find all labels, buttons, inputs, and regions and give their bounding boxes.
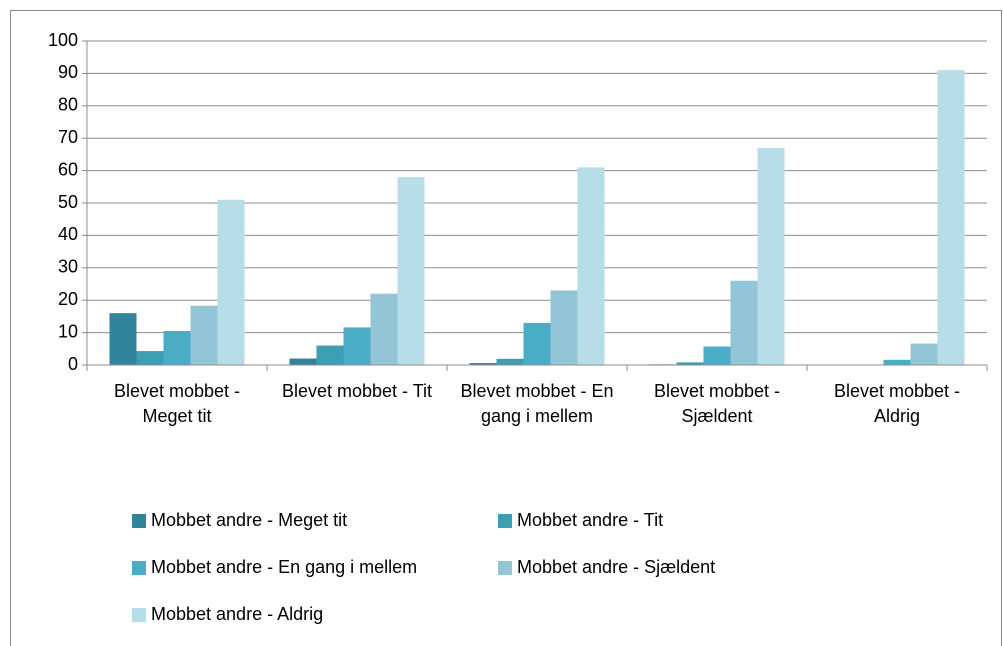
- bar: [730, 280, 758, 365]
- y-tick-label: 60: [58, 159, 78, 179]
- x-tick-label: Blevet mobbet - Tit: [282, 381, 432, 401]
- y-tick-label: 100: [48, 30, 78, 50]
- bar: [136, 351, 164, 365]
- legend-label: Mobbet andre - Aldrig: [151, 604, 323, 624]
- y-tick-label: 80: [58, 95, 78, 115]
- bar: [937, 70, 965, 365]
- bar: [703, 346, 731, 365]
- y-tick-label: 0: [68, 354, 78, 374]
- bar: [316, 345, 344, 365]
- x-tick-label: Blevet mobbet -Sjældent: [654, 381, 780, 426]
- bar: [343, 327, 371, 365]
- legend-swatch: [132, 608, 146, 622]
- bar: [289, 358, 317, 365]
- bar: [163, 330, 191, 365]
- bar: [109, 313, 137, 365]
- y-tick-label: 90: [58, 62, 78, 82]
- bar: [883, 359, 911, 365]
- legend-label: Mobbet andre - Meget tit: [151, 510, 347, 530]
- legend-label: Mobbet andre - Sjældent: [517, 557, 715, 577]
- bar: [676, 362, 704, 365]
- bar: [469, 363, 497, 365]
- x-tick-label: Blevet mobbet -Aldrig: [834, 381, 960, 426]
- legend-swatch: [132, 514, 146, 528]
- y-tick-label: 70: [58, 127, 78, 147]
- bar: [910, 343, 938, 365]
- bar: [190, 305, 218, 365]
- legend-swatch: [498, 561, 512, 575]
- y-tick-label: 10: [58, 321, 78, 341]
- legend-label: Mobbet andre - En gang i mellem: [151, 557, 417, 577]
- bar: [523, 322, 551, 365]
- legend-swatch: [498, 514, 512, 528]
- bar: [550, 290, 578, 365]
- x-tick-label: Blevet mobbet - En gang i mellem: [460, 381, 613, 426]
- y-tick-label: 20: [58, 289, 78, 309]
- chart-border: [10, 10, 1002, 646]
- bar: [397, 177, 425, 365]
- legend-label: Mobbet andre - Tit: [517, 510, 663, 530]
- y-tick-label: 50: [58, 192, 78, 212]
- bar: [217, 199, 245, 365]
- legend-swatch: [132, 561, 146, 575]
- y-tick-label: 40: [58, 224, 78, 244]
- bar: [577, 167, 605, 365]
- bar: [370, 293, 398, 365]
- y-tick-label: 30: [58, 257, 78, 277]
- x-tick-label: Blevet mobbet -Meget tit: [114, 381, 240, 426]
- bar: [757, 147, 785, 365]
- bar: [496, 358, 524, 365]
